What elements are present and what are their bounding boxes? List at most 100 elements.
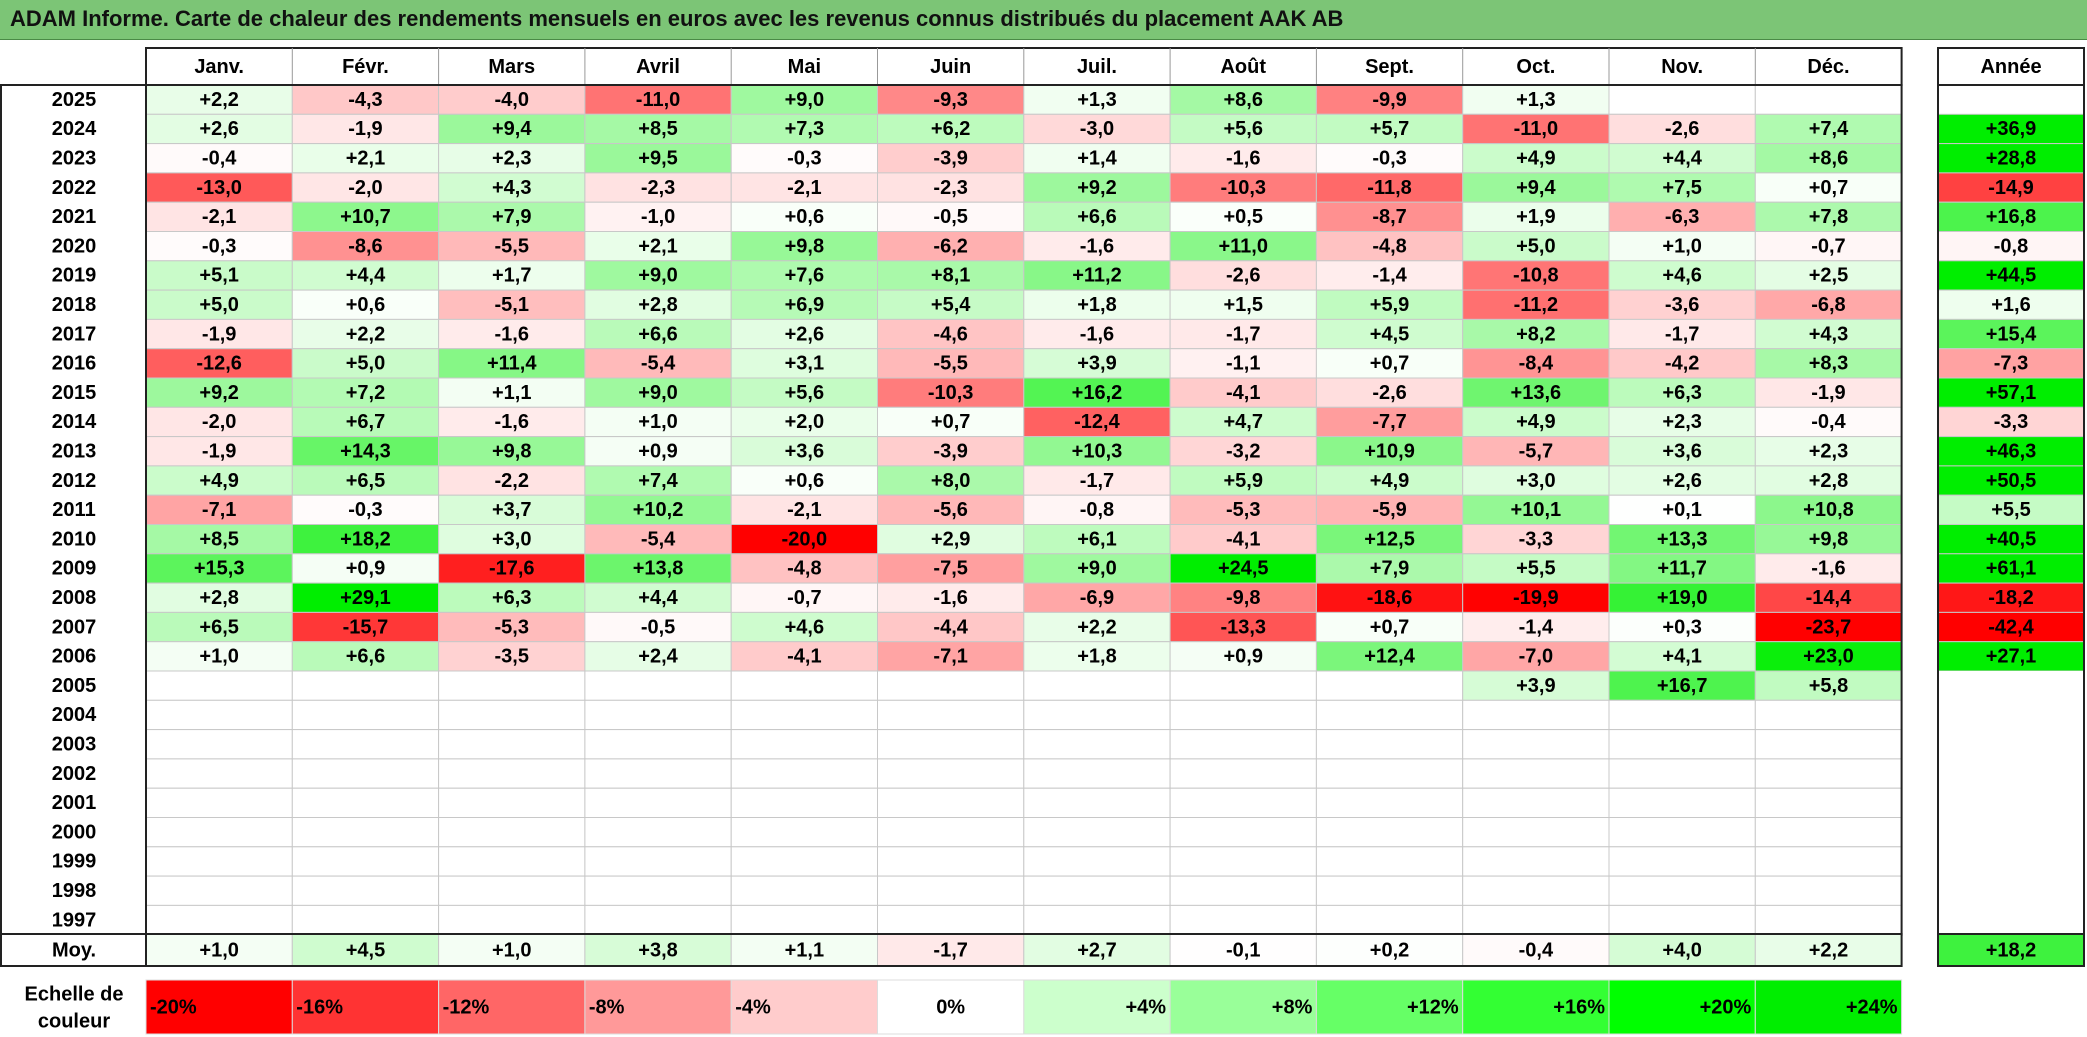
heat-cell <box>438 494 586 526</box>
cell-value: +1,4 <box>1077 148 1117 170</box>
cell-value: +8,1 <box>931 265 970 287</box>
heat-cell <box>1462 377 1610 408</box>
cell-value: +19,0 <box>1657 587 1708 609</box>
heat-cell <box>291 143 440 174</box>
heat-cell <box>584 494 732 526</box>
cell-value: +10,1 <box>1511 499 1562 521</box>
heat-cell <box>1754 875 1903 906</box>
cell-value: -0,7 <box>787 587 821 609</box>
year-label: 2022 <box>52 177 97 199</box>
heat-cell <box>1608 641 1756 672</box>
heat-cell <box>730 113 879 145</box>
heat-cell <box>291 611 440 643</box>
heat-cell <box>1754 846 1903 877</box>
heat-cell <box>438 875 586 906</box>
heat-cell <box>730 406 879 438</box>
heat-cell <box>438 172 586 203</box>
heat-cell <box>584 699 732 731</box>
cell-value: +4,4 <box>1662 148 1702 170</box>
heat-cell <box>145 465 293 496</box>
heat-cell <box>584 201 732 232</box>
cell-value: -7,0 <box>1519 646 1553 668</box>
cell-value: +8,6 <box>1224 89 1263 111</box>
heat-cell <box>1023 260 1171 291</box>
cell-value: +9,0 <box>785 89 824 111</box>
scale-swatch <box>1315 979 1464 1035</box>
cell-value: +2,3 <box>1662 411 1701 433</box>
cell-value: -4,1 <box>1226 528 1260 550</box>
heat-cell <box>730 670 879 701</box>
heat-cell <box>877 817 1025 848</box>
cell-value: +12,4 <box>1364 646 1415 668</box>
cell-value: -8,7 <box>1372 206 1406 228</box>
scale-label: couleur <box>38 1010 110 1032</box>
cell-value: -2,1 <box>787 177 821 199</box>
heat-cell <box>438 729 586 760</box>
month-header: Avril <box>636 56 680 78</box>
heat-cell <box>291 582 440 613</box>
heat-cell <box>1608 406 1756 438</box>
annual-value: -0,8 <box>1994 235 2028 257</box>
heat-cell <box>584 436 732 467</box>
cell-value: +9,8 <box>492 441 531 463</box>
year-label: 2024 <box>52 118 97 140</box>
cell-value: +6,6 <box>346 646 385 668</box>
cell-value: +0,9 <box>1224 646 1263 668</box>
cell-value: +2,2 <box>1077 616 1116 638</box>
cell-value: +9,8 <box>785 235 824 257</box>
heat-cell <box>1169 348 1317 379</box>
cell-value: +11,4 <box>487 353 537 375</box>
heat-cell <box>145 670 293 701</box>
cell-value: -5,3 <box>1226 499 1260 521</box>
heat-cell <box>1462 758 1610 789</box>
heat-cell <box>730 817 879 848</box>
cell-value: +4,7 <box>1224 411 1263 433</box>
heat-cell <box>1462 904 1610 936</box>
heat-cell <box>145 553 293 584</box>
scale-label-value: -4% <box>735 996 771 1018</box>
cell-value: -11,0 <box>1514 118 1558 140</box>
cell-value: +9,4 <box>492 118 532 140</box>
heat-cell <box>1315 348 1464 379</box>
heat-cell <box>1023 348 1171 379</box>
heat-cell <box>291 670 440 701</box>
year-label: 1999 <box>52 851 97 873</box>
cell-value: +2,8 <box>638 294 677 316</box>
heat-cell <box>438 348 586 379</box>
month-header: Août <box>1220 56 1266 78</box>
scale-swatch <box>145 979 293 1035</box>
annual-cell <box>1937 611 2085 643</box>
cell-value: +1,5 <box>1224 294 1263 316</box>
cell-value: -9,3 <box>933 89 967 111</box>
heat-cell <box>1462 846 1610 877</box>
heat-cell <box>1023 787 1171 819</box>
cell-value: -0,3 <box>787 148 821 170</box>
month-header: Déc. <box>1807 56 1849 78</box>
heat-cell <box>291 699 440 731</box>
heat-cell <box>730 289 879 320</box>
heat-cell <box>1462 406 1610 438</box>
year-label: 2023 <box>52 148 97 170</box>
heat-cell <box>877 465 1025 496</box>
heat-cell <box>1023 143 1171 174</box>
avg-border <box>145 933 1903 967</box>
cell-value: -1,9 <box>348 118 382 140</box>
heat-cell <box>1315 406 1464 438</box>
heat-cell <box>1169 143 1317 174</box>
heat-cell <box>1462 260 1610 291</box>
cell-value: -2,0 <box>348 177 382 199</box>
cell-value: +12,5 <box>1364 528 1415 550</box>
heat-cell <box>1608 143 1756 174</box>
avg-value: +2,2 <box>1809 939 1848 961</box>
cell-value: -2,1 <box>787 499 821 521</box>
heat-cell <box>1462 787 1610 819</box>
cell-value: +0,7 <box>931 411 970 433</box>
heat-cell <box>877 699 1025 731</box>
heat-cell <box>1169 758 1317 789</box>
cell-value: +11,7 <box>1657 558 1707 580</box>
cell-value: +2,6 <box>199 118 238 140</box>
cell-value: +15,3 <box>194 558 245 580</box>
month-header: Juil. <box>1077 56 1117 78</box>
heat-cell <box>1754 348 1903 379</box>
heat-cell <box>1315 817 1464 848</box>
